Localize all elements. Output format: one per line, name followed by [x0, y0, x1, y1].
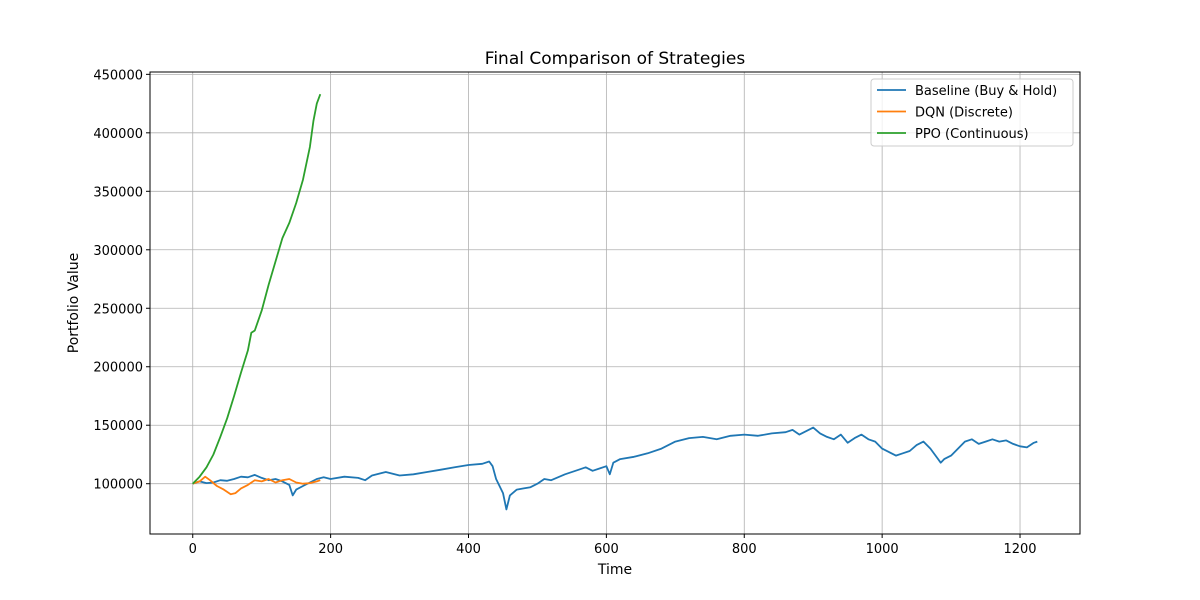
x-tick-label: 1200: [1003, 542, 1036, 557]
y-tick-label: 300000: [93, 244, 143, 259]
x-tick-label: 400: [456, 542, 481, 557]
x-tick-label: 800: [732, 542, 757, 557]
x-tick-label: 1000: [866, 542, 899, 557]
y-tick-label: 150000: [93, 419, 143, 434]
legend: Baseline (Buy & Hold) DQN (Discrete) PPO (…: [870, 78, 1074, 147]
chart-title: Final Comparison of Strategies: [485, 49, 746, 69]
y-tick-label: 450000: [93, 68, 143, 83]
plot-frame: [149, 71, 1081, 535]
legend-label-2: PPO (Continuous): [915, 127, 1029, 142]
y-tick-label: 350000: [93, 185, 143, 200]
x-tick-label: 600: [594, 542, 619, 557]
legend-label-1: DQN (Discrete): [915, 106, 1013, 121]
x-tick-label: 0: [189, 542, 197, 557]
y-tick-label: 250000: [93, 302, 143, 317]
tick-layer: 0 200 400 600 800 1000 1200 100000 150000 200000 2…: [93, 68, 1036, 557]
y-tick-label: 200000: [93, 361, 143, 376]
series-line-1: [192, 475, 321, 496]
series-line-0: [192, 426, 1038, 511]
y-tick-label: 400000: [93, 127, 143, 142]
y-axis-label: Portfolio Value: [66, 253, 82, 354]
series-line-2: [192, 93, 322, 485]
series-layer: [192, 93, 1038, 511]
legend-label-0: Baseline (Buy & Hold): [915, 84, 1057, 99]
y-tick-label: 100000: [93, 478, 143, 493]
x-tick-label: 200: [318, 542, 343, 557]
x-axis-label: Time: [597, 562, 632, 578]
legend-box: [870, 78, 1074, 147]
